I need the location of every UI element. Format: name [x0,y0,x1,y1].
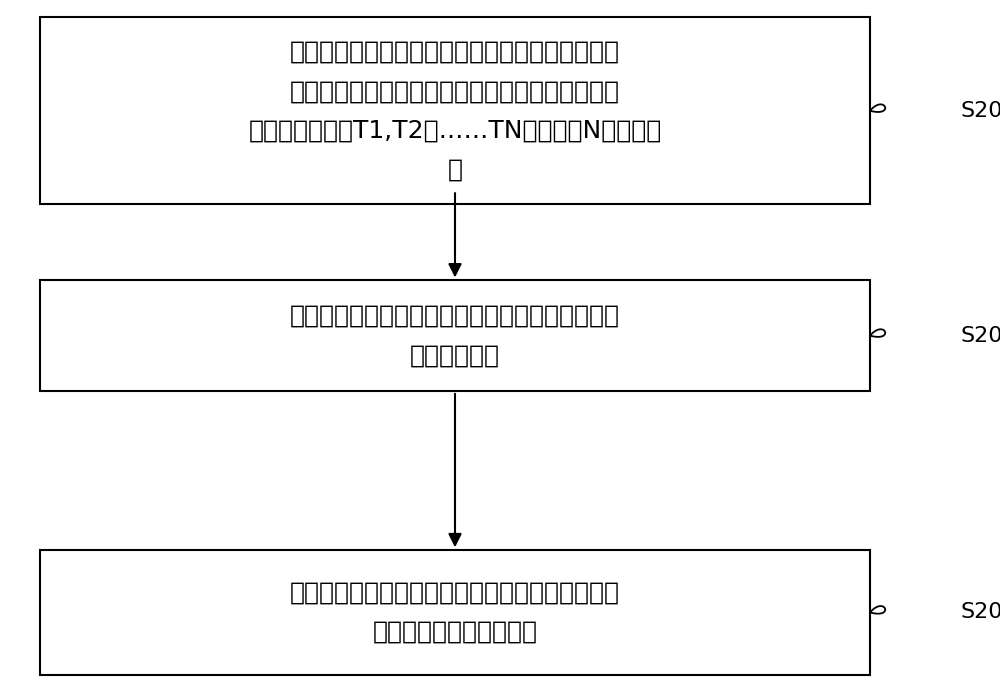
Text: S206: S206 [960,603,1000,622]
Text: S202: S202 [960,101,1000,120]
Text: S204: S204 [960,326,1000,345]
Text: 基于定子磁链估计值和定子磁链轨迹参考值之间的
误差控制定子磁链的轨迹: 基于定子磁链估计值和定子磁链轨迹参考值之间的 误差控制定子磁链的轨迹 [290,581,620,644]
Text: 将交流电机的逆变器的输出电压的基波周期划分为
多个控制周期，其中，多个控制周期对应多个时间
步长，分别记为T1,T2，……TN，其中，N为正自然
数: 将交流电机的逆变器的输出电压的基波周期划分为 多个控制周期，其中，多个控制周期对… [248,40,662,181]
FancyBboxPatch shape [40,550,870,675]
FancyBboxPatch shape [40,17,870,204]
FancyBboxPatch shape [40,280,870,391]
Text: 确定当前时间步长对应的定子磁链轨迹参考值和定
子磁链估计值: 确定当前时间步长对应的定子磁链轨迹参考值和定 子磁链估计值 [290,304,620,367]
